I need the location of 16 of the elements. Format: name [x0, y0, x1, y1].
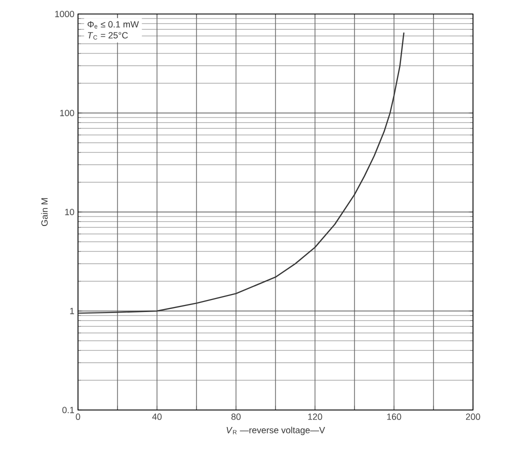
y-axis-title: Gain M [41, 198, 48, 226]
x-tick-label: 0 [76, 414, 80, 420]
x-axis-title: V$_{R}$ —reverse voltage—V [226, 426, 326, 436]
y-tick-label: 0.1 [62, 406, 74, 414]
y-tick-label: 1000 [55, 10, 74, 18]
x-tick-label: 200 [466, 414, 480, 420]
x-tick-label: 160 [387, 414, 402, 420]
y-tick-label: 100 [60, 110, 74, 116]
x-tick-label: 40 [152, 414, 162, 420]
y-tick-label: 1 [70, 308, 74, 314]
x-tick-label: 80 [231, 414, 241, 420]
annotation: T$_{C}$ = 25°C [88, 32, 128, 40]
annotation: Φ$_{e}$ ≤ 0.1 mW [88, 21, 139, 28]
line-series [78, 32, 404, 314]
y-tick-label: 10 [65, 208, 74, 216]
x-tick-label: 120 [308, 414, 322, 420]
